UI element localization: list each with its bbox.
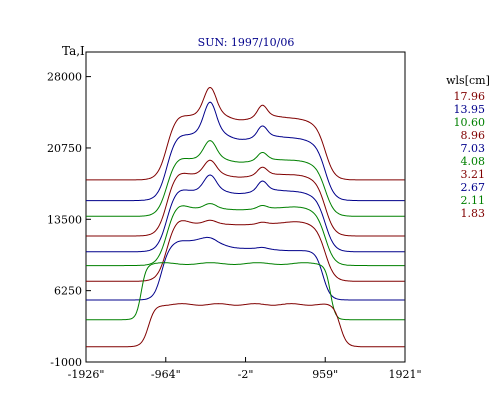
chart-title: SUN: 1997/10/06 [198,36,295,49]
series-line-8-96 [86,159,405,237]
legend-entry: 17.96 [454,90,486,103]
series-line-3-21 [86,219,405,282]
series-line-10-60 [86,140,405,217]
series-line-1-83 [86,303,405,348]
series-group [86,86,405,348]
legend-entry: 8.96 [461,129,486,142]
legend-entry: 2.67 [461,181,486,194]
x-tick-label: 1921" [388,368,421,381]
series-line-13-95 [86,101,405,202]
legend-entry: 7.03 [461,142,486,155]
y-tick-label: 28000 [47,71,82,84]
y-axis-label: Ta,I [62,44,85,58]
y-tick-label: 13500 [47,213,82,226]
legend: 17.9613.9510.608.967.034.083.212.672.111… [454,90,486,220]
legend-entry: 4.08 [461,155,486,168]
plot-frame [85,51,406,363]
series-line-7-03 [86,174,405,253]
series-line-2-11 [86,262,405,321]
series-line-2-67 [86,236,405,301]
series-line-4-08 [86,203,405,267]
x-tick-label: 959" [312,368,338,381]
legend-entry: 13.95 [454,103,486,116]
legend-entry: 10.60 [454,116,486,129]
y-tick-label: -1000 [50,356,82,369]
axis-ticks: 28000 20750 13500 6250 -1000-1926" -964" -2" 95… [47,71,422,381]
legend-entry: 2.11 [461,194,486,207]
x-tick-label: -964" [151,368,181,381]
legend-entry: 3.21 [461,168,486,181]
x-tick-label: -2" [238,368,254,381]
y-tick-label: 6250 [54,285,82,298]
series-line-17-96 [86,86,405,181]
legend-entry: 1.83 [461,207,486,220]
x-tick-label: -1926" [68,368,105,381]
legend-title: wls[cm] [446,74,490,87]
y-tick-label: 20750 [47,142,82,155]
